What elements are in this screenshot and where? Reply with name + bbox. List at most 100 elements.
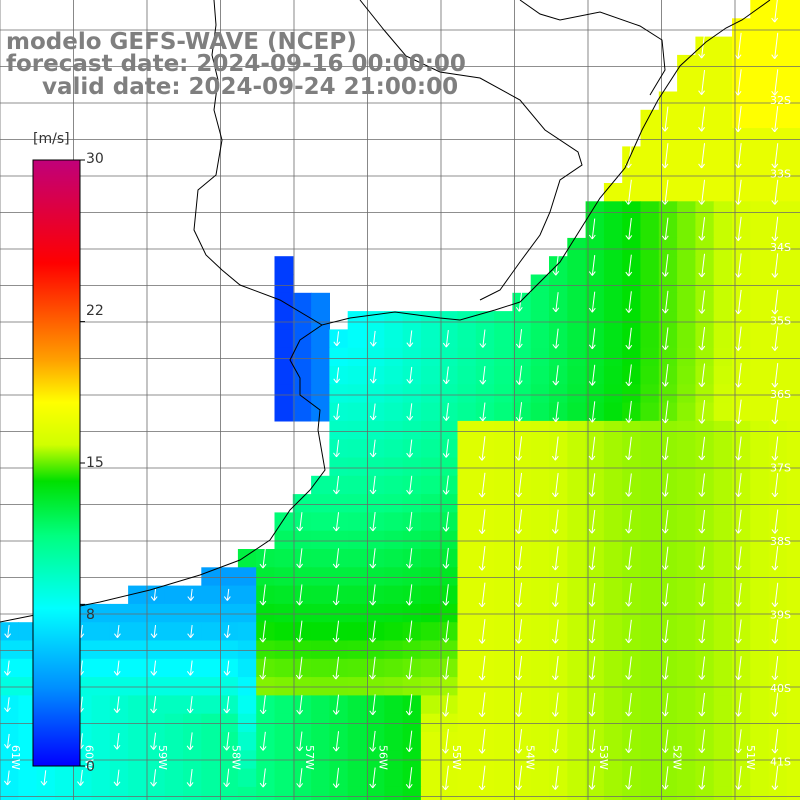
- wind-arrow: [698, 179, 706, 205]
- wind-cell: [347, 384, 367, 404]
- wind-cell: [658, 384, 678, 404]
- wind-cell: [347, 567, 367, 587]
- wind-cell: [585, 219, 605, 239]
- wind-cell: [786, 457, 800, 477]
- wind-cell: [164, 768, 184, 788]
- wind-cell: [768, 732, 788, 751]
- wind-cell: [512, 658, 532, 678]
- wind-cell: [384, 640, 404, 660]
- wind-arrow: [515, 329, 523, 349]
- wind-cell: [658, 768, 678, 788]
- wind-cell: [585, 420, 605, 440]
- wind-cell: [677, 274, 696, 294]
- wind-arrow: [771, 729, 779, 754]
- wind-cell: [494, 549, 513, 568]
- wind-cell: [567, 256, 587, 276]
- wind-cell: [677, 73, 696, 93]
- wind-cell: [530, 530, 550, 550]
- wind-cell: [750, 256, 770, 276]
- wind-arrow: [588, 364, 596, 386]
- wind-cell: [603, 219, 623, 239]
- wind-cell: [658, 732, 678, 751]
- wind-cell: [347, 347, 367, 367]
- forecast-date: forecast date: 2024-09-16 00:00:00: [6, 51, 466, 77]
- wind-cell: [786, 512, 800, 532]
- wind-cell: [292, 366, 312, 385]
- wind-cell: [530, 457, 550, 477]
- wind-arrow: [698, 69, 706, 95]
- wind-arrow: [186, 732, 194, 751]
- wind-cell: [786, 109, 800, 129]
- wind-cell: [457, 567, 477, 587]
- wind-arrow: [333, 403, 341, 421]
- wind-arrow: [3, 660, 11, 676]
- wind-cell: [512, 475, 532, 495]
- wind-cell: [622, 658, 642, 678]
- wind-cell: [329, 384, 349, 404]
- lat-label-39S: 39S: [770, 609, 791, 622]
- wind-cell: [91, 658, 111, 678]
- wind-cell: [237, 677, 257, 696]
- wind-cell: [750, 640, 770, 660]
- wind-cell: [786, 402, 800, 422]
- coastline-south: [0, 324, 326, 623]
- wind-cell: [494, 530, 513, 550]
- wind-cell: [494, 494, 513, 513]
- wind-cell: [603, 622, 623, 642]
- wind-cell: [658, 164, 678, 184]
- wind-cell: [658, 512, 678, 532]
- wind-cell: [677, 475, 696, 495]
- wind-arrow: [551, 582, 559, 607]
- wind-cell: [695, 768, 715, 788]
- wind-cell: [201, 640, 221, 660]
- wind-cell: [146, 603, 166, 623]
- wind-cell: [677, 329, 696, 349]
- wind-arrows: [3, 0, 779, 791]
- wind-cell: [585, 256, 605, 276]
- wind-cell: [274, 384, 294, 404]
- wind-cell: [713, 274, 733, 294]
- wind-cell: [420, 384, 440, 404]
- wind-cell: [164, 622, 184, 642]
- wind-cell: [585, 695, 605, 715]
- wind-cell: [366, 768, 385, 788]
- wind-arrow: [186, 768, 194, 787]
- wind-cell: [347, 677, 367, 696]
- wind-arrow: [442, 656, 450, 680]
- wind-cell: [658, 677, 678, 696]
- wind-cell: [420, 640, 440, 660]
- wind-cell: [695, 73, 715, 93]
- wind-cell: [549, 677, 568, 696]
- wind-cell: [274, 274, 294, 294]
- wind-cell: [786, 91, 800, 111]
- wind-cell: [439, 567, 459, 587]
- wind-arrow: [332, 767, 340, 788]
- wind-arrow: [734, 363, 742, 388]
- wind-cell: [347, 512, 367, 532]
- wind-arrow: [698, 33, 706, 59]
- wind-cell: [201, 677, 221, 696]
- wind-cell: [786, 695, 800, 715]
- wind-cell: [786, 732, 800, 751]
- wind-cell: [695, 292, 715, 312]
- wind-cell: [256, 640, 276, 660]
- wind-cell: [384, 420, 404, 440]
- wind-cell: [713, 658, 733, 678]
- wind-arrow: [442, 439, 450, 458]
- wind-cell: [439, 603, 459, 623]
- wind-arrow: [223, 660, 231, 676]
- wind-cell: [732, 183, 751, 202]
- wind-cell: [439, 585, 459, 605]
- wind-arrow: [698, 106, 706, 132]
- wind-arrow: [442, 692, 449, 717]
- wind-cell: [384, 786, 404, 800]
- wind-cell: [713, 677, 733, 696]
- wind-cell: [750, 768, 770, 788]
- wind-cell: [402, 549, 422, 568]
- wind-cell: [567, 640, 587, 660]
- wind-cell: [366, 384, 385, 404]
- wind-cell: [658, 402, 678, 422]
- wind-cell: [347, 366, 367, 385]
- wind-cell: [329, 677, 349, 696]
